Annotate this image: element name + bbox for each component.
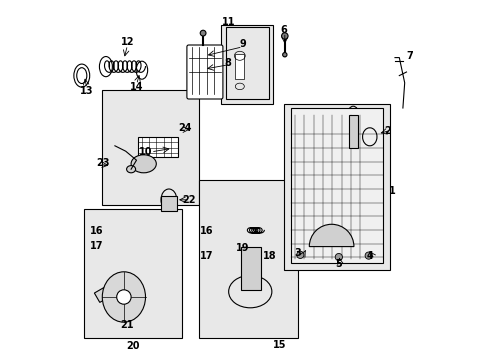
Text: 2: 2 (384, 126, 390, 136)
Bar (94, 286, 112, 302)
Text: 16: 16 (90, 226, 103, 236)
Bar (84, 209, 181, 338)
Bar (348, 115, 357, 148)
Text: 8: 8 (224, 58, 231, 68)
Bar (291, 108, 382, 263)
Text: 13: 13 (80, 86, 93, 96)
Bar (284, 104, 389, 270)
Bar (235, 54, 244, 79)
Text: 3: 3 (294, 248, 301, 258)
Bar (161, 196, 177, 211)
Bar (102, 90, 199, 205)
Circle shape (281, 33, 287, 39)
Text: 22: 22 (182, 195, 195, 205)
Bar (221, 25, 273, 104)
Circle shape (200, 30, 205, 36)
Text: 19: 19 (236, 243, 249, 253)
Text: 15: 15 (272, 340, 286, 350)
Text: 17: 17 (200, 251, 213, 261)
Bar (225, 27, 268, 99)
Bar (138, 137, 178, 157)
Text: 24: 24 (178, 123, 191, 133)
Text: 4: 4 (366, 251, 373, 261)
Wedge shape (309, 224, 353, 247)
Ellipse shape (102, 272, 145, 322)
Text: 21: 21 (121, 320, 134, 330)
Text: 23: 23 (97, 158, 110, 168)
Text: 12: 12 (121, 37, 134, 48)
Circle shape (296, 251, 303, 258)
Circle shape (282, 53, 286, 57)
Text: 7: 7 (406, 51, 413, 61)
Text: 14: 14 (129, 82, 143, 92)
Text: 11: 11 (221, 17, 235, 27)
Text: 16: 16 (200, 226, 213, 236)
Text: 9: 9 (239, 39, 245, 49)
Text: 6: 6 (280, 25, 287, 35)
Text: 20: 20 (126, 341, 140, 351)
Ellipse shape (117, 290, 131, 304)
Text: 1: 1 (388, 186, 395, 196)
Bar (241, 247, 260, 290)
Circle shape (335, 253, 342, 261)
Text: 17: 17 (90, 240, 103, 251)
Ellipse shape (126, 166, 135, 173)
Circle shape (365, 252, 371, 259)
Text: 5: 5 (335, 258, 342, 269)
Text: 10: 10 (139, 147, 152, 157)
Bar (199, 180, 298, 338)
Text: 18: 18 (263, 251, 276, 261)
Ellipse shape (131, 155, 156, 173)
FancyBboxPatch shape (186, 45, 223, 99)
